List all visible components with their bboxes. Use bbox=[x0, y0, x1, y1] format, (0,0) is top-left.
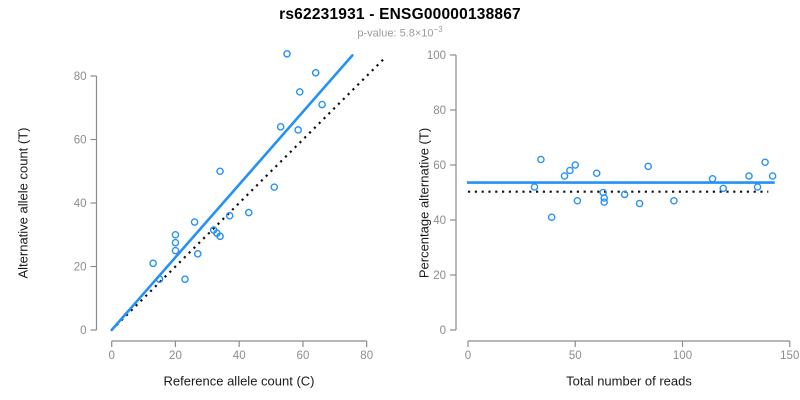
data-point bbox=[216, 167, 224, 176]
data-point bbox=[171, 246, 180, 255]
right-x-axis: 0 50 100 150 bbox=[465, 340, 799, 362]
data-point bbox=[600, 198, 609, 206]
data-point bbox=[571, 161, 580, 169]
data-point bbox=[745, 172, 753, 180]
data-point bbox=[620, 190, 629, 199]
data-point bbox=[295, 88, 304, 96]
y-tick-label: 100 bbox=[427, 50, 446, 62]
right-plot-points bbox=[530, 155, 777, 222]
pvalue-prefix: p-value: bbox=[357, 27, 400, 40]
y-tick-label: 20 bbox=[74, 262, 87, 274]
data-point bbox=[181, 275, 189, 284]
y-tick-label: 80 bbox=[433, 105, 446, 117]
data-point bbox=[149, 259, 157, 268]
data-point bbox=[270, 183, 279, 191]
data-point bbox=[283, 49, 291, 58]
right-plot: 0 20 40 60 80 100 0 50 100 150 bbox=[427, 50, 800, 362]
x-tick-label: 100 bbox=[673, 350, 692, 362]
plot-subtitle: p-value: 5.8×10−3 bbox=[0, 25, 800, 40]
data-point bbox=[547, 213, 556, 222]
data-point bbox=[753, 183, 762, 191]
x-tick-label: 50 bbox=[569, 350, 582, 362]
data-point bbox=[592, 169, 601, 178]
data-point bbox=[294, 126, 302, 134]
data-point bbox=[719, 184, 728, 193]
x-tick-label: 40 bbox=[233, 350, 246, 362]
left-y-axis: 0 20 40 60 80 bbox=[74, 71, 98, 337]
data-point bbox=[276, 123, 285, 131]
right-y-axis: 0 20 40 60 80 100 bbox=[427, 50, 457, 337]
y-tick-label: 60 bbox=[433, 160, 446, 172]
plot-title: rs62231931 - ENSG00000138867 bbox=[279, 6, 521, 23]
data-point bbox=[600, 194, 609, 202]
data-point bbox=[768, 172, 777, 180]
identity-dotted-line bbox=[110, 56, 387, 331]
pvalue-base: 5.8×10 bbox=[399, 27, 434, 40]
left-x-axis: 0 20 40 60 80 bbox=[108, 340, 373, 362]
left-plot: 0 20 40 60 80 0 20 40 60 80 bbox=[74, 49, 387, 362]
data-point bbox=[573, 196, 582, 205]
x-tick-label: 0 bbox=[465, 350, 471, 362]
x-tick-label: 150 bbox=[780, 350, 799, 362]
data-point bbox=[171, 230, 180, 239]
y-tick-label: 0 bbox=[440, 325, 446, 337]
data-point bbox=[708, 174, 717, 183]
data-point bbox=[670, 196, 678, 205]
y-tick-label: 20 bbox=[433, 270, 446, 282]
data-point bbox=[318, 100, 326, 109]
y-tick-label: 60 bbox=[74, 135, 87, 147]
data-point bbox=[190, 218, 199, 226]
left-plot-points bbox=[149, 49, 326, 284]
data-point bbox=[193, 249, 202, 258]
left-x-axis-title: Reference allele count (C) bbox=[163, 373, 315, 389]
data-point bbox=[560, 172, 569, 180]
left-y-axis-title: Alternative allele count (T) bbox=[15, 127, 31, 279]
data-point bbox=[225, 211, 234, 220]
y-tick-label: 40 bbox=[74, 198, 87, 210]
data-point bbox=[644, 162, 652, 171]
data-point bbox=[216, 232, 224, 241]
fit-line bbox=[110, 54, 354, 332]
data-point bbox=[155, 275, 164, 284]
x-tick-label: 20 bbox=[169, 350, 182, 362]
pvalue-exponent: −3 bbox=[433, 25, 443, 34]
data-point bbox=[537, 155, 545, 164]
data-point bbox=[311, 69, 320, 77]
data-point bbox=[761, 158, 769, 167]
right-x-axis-title: Total number of reads bbox=[566, 373, 692, 389]
data-point bbox=[530, 183, 539, 191]
x-tick-label: 60 bbox=[297, 350, 310, 362]
x-tick-label: 80 bbox=[360, 350, 373, 362]
y-tick-label: 40 bbox=[433, 215, 446, 227]
y-tick-label: 80 bbox=[74, 71, 87, 83]
data-point bbox=[171, 238, 180, 247]
data-point bbox=[244, 208, 253, 217]
y-tick-label: 0 bbox=[80, 325, 86, 337]
x-tick-label: 0 bbox=[108, 350, 114, 362]
right-y-axis-title: Percentage alternative (T) bbox=[416, 127, 432, 279]
data-point bbox=[635, 199, 644, 208]
data-point bbox=[566, 166, 574, 175]
